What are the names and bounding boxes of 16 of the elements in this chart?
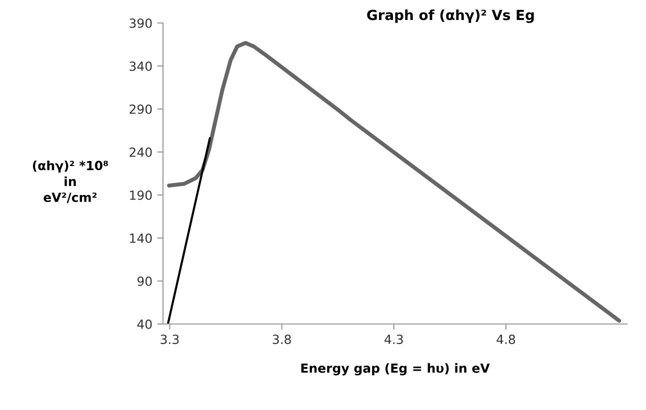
- x-axis-title: Energy gap (Eg = hυ) in eV: [301, 363, 490, 376]
- y-tick-label: 390: [130, 18, 152, 28]
- x-tick-label: 3.3: [160, 334, 179, 344]
- x-tick-label: 4.3: [384, 334, 403, 344]
- x-tick-label: 3.8: [272, 334, 291, 344]
- y-tick-label: 340: [130, 61, 152, 71]
- y-axis-title: (αhγ)² *10⁸ in eV²/cm²: [32, 160, 108, 204]
- x-tick-label: 4.8: [496, 334, 516, 344]
- line-series: [167, 41, 622, 323]
- chart-title: Graph of (αhγ)² Vs Eg: [367, 9, 534, 23]
- y-tick-label: 290: [130, 104, 152, 114]
- y-tick-label: 40: [137, 319, 152, 329]
- y-tick-label: 90: [137, 276, 152, 286]
- y-tick-label: 190: [130, 190, 152, 200]
- y-tick-label: 240: [130, 147, 152, 157]
- y-tick-label: 140: [130, 233, 152, 243]
